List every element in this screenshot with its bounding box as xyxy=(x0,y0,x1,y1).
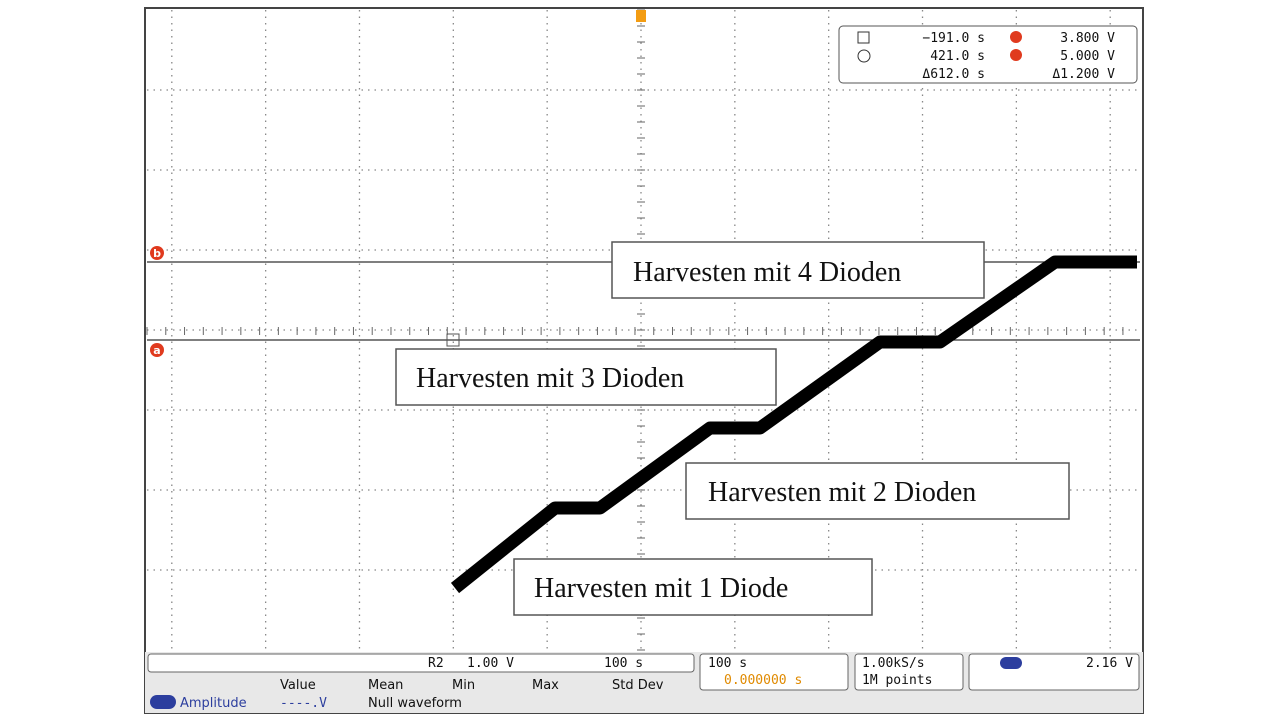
annotation: Harvesten mit 3 Dioden xyxy=(416,363,684,394)
meas-note: Null waveform xyxy=(368,696,462,711)
cursor-icon xyxy=(857,31,870,44)
meas-header: Value xyxy=(280,678,316,693)
annotation: Harvesten mit 2 Dioden xyxy=(708,477,976,508)
ref-label: R2 xyxy=(428,656,444,671)
meas-header: Max xyxy=(532,678,559,693)
marker-b xyxy=(1010,49,1022,61)
readout: Δ612.0 s xyxy=(922,67,985,82)
cursor-readout xyxy=(838,25,1138,84)
acq-panel xyxy=(854,653,964,691)
marker-a xyxy=(1010,31,1022,43)
label-box xyxy=(513,558,873,616)
channel-badge xyxy=(1000,657,1022,669)
label-box xyxy=(395,348,777,406)
marker-a-label: a xyxy=(153,344,160,357)
channel-badge xyxy=(150,695,176,709)
cursor-square xyxy=(446,333,460,347)
record-length: 1M points xyxy=(862,673,932,688)
annotation: Harvesten mit 4 Dioden xyxy=(633,257,901,288)
horizontal-panel xyxy=(699,653,849,691)
meas-header: Std Dev xyxy=(612,678,664,693)
scale-panel xyxy=(147,653,695,673)
marker-b-label: b xyxy=(153,247,161,260)
cursor-icon xyxy=(857,49,871,63)
annotation: Harvesten mit 1 Diode xyxy=(534,573,788,604)
delay: 0.000000 s xyxy=(724,673,802,688)
readout: −191.0 s xyxy=(922,31,985,46)
meas-header: Min xyxy=(452,678,475,693)
trigger-level: 2.16 V xyxy=(1086,656,1133,671)
trigger-marker xyxy=(636,10,646,22)
marker-b xyxy=(150,246,164,260)
volts-div: 1.00 V xyxy=(467,656,514,671)
meas-value: ----.V xyxy=(280,696,327,711)
horizontal-scale: 100 s xyxy=(708,656,747,671)
readout: 3.800 V xyxy=(1060,31,1115,46)
marker-a xyxy=(150,343,164,357)
meas-name: Amplitude xyxy=(180,696,247,711)
waveform xyxy=(450,255,1137,594)
readout: 421.0 s xyxy=(930,49,985,64)
label-box xyxy=(685,462,1070,520)
readout: 5.000 V xyxy=(1060,49,1115,64)
sample-rate: 1.00kS/s xyxy=(862,656,925,671)
readout: Δ1.200 V xyxy=(1052,67,1115,82)
label-box xyxy=(611,241,985,299)
meas-header: Mean xyxy=(368,678,403,693)
time-div: 100 s xyxy=(604,656,643,671)
